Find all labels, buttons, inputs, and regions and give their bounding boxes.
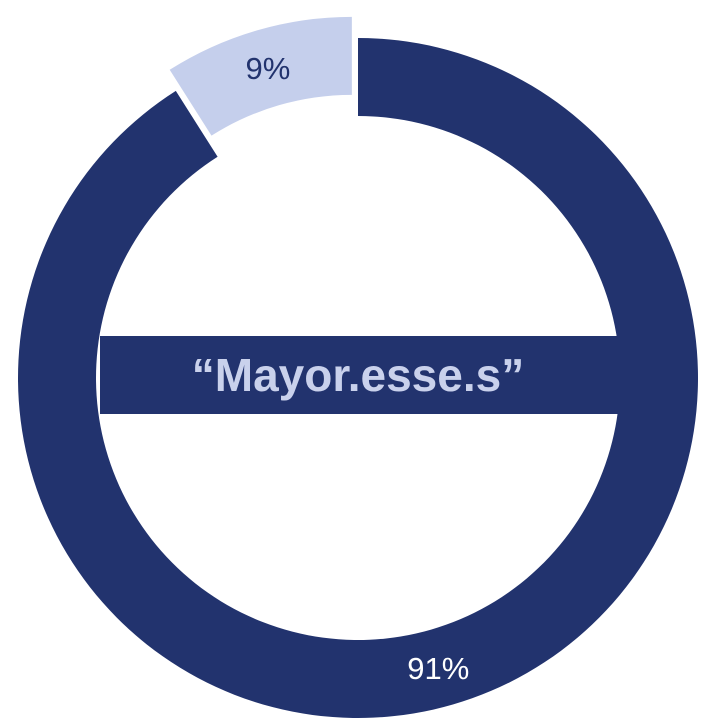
labels-layer: 91% 9% xyxy=(245,51,469,686)
donut-slice-1 xyxy=(169,16,352,136)
center-label: “Mayor.esse.s” xyxy=(192,349,524,401)
slice-value-label-1: 9% xyxy=(245,51,290,86)
slice-value-label-0: 91% xyxy=(407,651,469,686)
center-band xyxy=(100,336,620,414)
slices-layer xyxy=(18,16,699,718)
